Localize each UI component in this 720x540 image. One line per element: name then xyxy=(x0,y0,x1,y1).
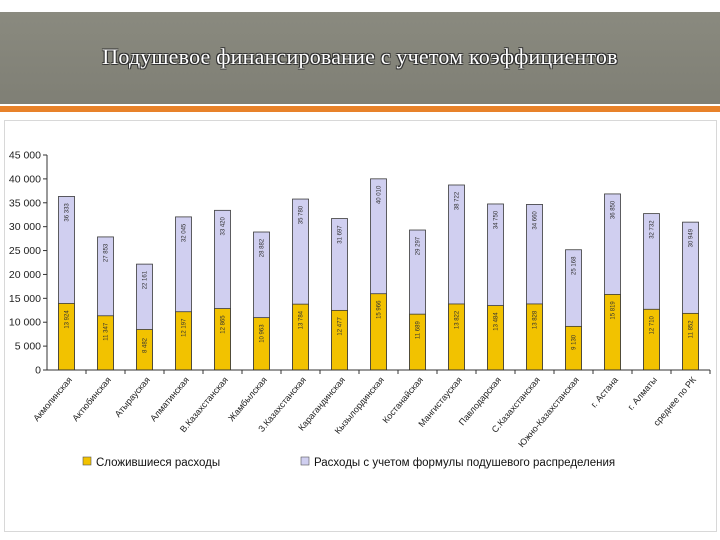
data-label-actual: 15 819 xyxy=(611,301,617,320)
y-tick-label: 20 000 xyxy=(9,269,41,281)
data-label-formula: 32 732 xyxy=(650,220,656,239)
data-label-formula: 32 045 xyxy=(182,223,188,242)
legend-label-formula: Расходы с учетом формулы подушевого расп… xyxy=(314,457,615,469)
y-tick-label: 40 000 xyxy=(9,173,41,185)
bars: 13 924 36 333 11 347 27 853 8 482 22 161 12 19… xyxy=(58,178,699,371)
y-tick-label: 10 000 xyxy=(9,317,41,329)
legend: Сложившиеся расходы Расходы с учетом фор… xyxy=(82,456,615,469)
x-tick-label: г. Алматы xyxy=(626,375,659,412)
data-label-actual: 8 482 xyxy=(143,337,149,353)
data-label-actual: 12 865 xyxy=(221,315,227,334)
data-label-formula: 29 297 xyxy=(416,236,422,255)
data-label-formula: 22 161 xyxy=(143,270,149,289)
x-tick-label: Жамбылская xyxy=(226,375,269,424)
data-label-actual: 11 689 xyxy=(416,321,422,340)
y-tick-label: 5 000 xyxy=(15,341,41,353)
data-label-formula: 25 168 xyxy=(572,256,578,275)
data-label-actual: 15 966 xyxy=(377,300,383,319)
slide-title: Подушевое финансирование с учетом коэффи… xyxy=(102,44,618,69)
data-label-formula: 27 853 xyxy=(104,243,110,262)
data-label-formula: 35 780 xyxy=(299,205,305,224)
legend-swatch-formula xyxy=(300,456,310,466)
data-label-actual: 12 710 xyxy=(650,315,656,334)
data-label-formula: 34 660 xyxy=(533,211,539,230)
data-label-actual: 13 822 xyxy=(455,310,461,329)
data-label-formula: 38 722 xyxy=(455,191,461,210)
data-label-actual: 13 784 xyxy=(299,310,305,329)
data-label-formula: 33 420 xyxy=(221,216,227,235)
bar-chart: 0 5 000 10 000 15 000 20 000 25 000 30 000 35 0… xyxy=(9,150,711,469)
legend-label-actual: Сложившиеся расходы xyxy=(96,457,220,469)
y-tick-label: 35 000 xyxy=(9,197,41,209)
y-tick-label: 30 000 xyxy=(9,221,41,233)
x-tick-label: Актюбинская xyxy=(70,375,113,423)
y-tick-label: 25 000 xyxy=(9,245,41,257)
data-label-actual: 13 924 xyxy=(65,310,71,329)
data-label-actual: 13 828 xyxy=(533,310,539,329)
y-tick-label: 15 000 xyxy=(9,293,41,305)
x-tick-label: Акмолинская xyxy=(31,375,74,423)
x-tick-label: среднее по РК xyxy=(651,374,698,427)
data-label-formula: 30 949 xyxy=(689,228,695,247)
y-tick-label: 45 000 xyxy=(9,150,41,162)
title-bar xyxy=(0,12,720,104)
data-label-formula: 34 750 xyxy=(494,210,500,229)
data-label-formula: 40 010 xyxy=(377,185,383,204)
x-tick-label: Алматинская xyxy=(148,375,191,424)
legend-swatch-actual xyxy=(82,456,92,466)
data-label-actual: 13 484 xyxy=(494,312,500,331)
y-axis: 0 5 000 10 000 15 000 20 000 25 000 30 000 35 0… xyxy=(9,150,48,377)
accent-divider xyxy=(0,106,720,112)
x-tick-label: Костанайская xyxy=(381,375,426,425)
y-tick-label: 0 xyxy=(35,365,41,377)
data-label-formula: 36 850 xyxy=(611,200,617,219)
data-label-formula: 28 882 xyxy=(260,238,266,257)
chart-frame: 0 5 000 10 000 15 000 20 000 25 000 30 000 35 0… xyxy=(4,120,717,532)
data-label-formula: 31 697 xyxy=(338,225,344,244)
data-label-actual: 11 852 xyxy=(689,320,695,339)
data-label-formula: 36 333 xyxy=(65,203,71,222)
data-label-actual: 12 477 xyxy=(338,317,344,336)
x-tick-label: Атырауская xyxy=(113,375,152,419)
data-label-actual: 11 347 xyxy=(104,322,110,341)
x-tick-label: г. Астана xyxy=(589,375,620,410)
data-label-actual: 9 130 xyxy=(572,334,578,350)
data-label-actual: 12 197 xyxy=(182,318,188,337)
data-label-actual: 10 963 xyxy=(260,324,266,343)
